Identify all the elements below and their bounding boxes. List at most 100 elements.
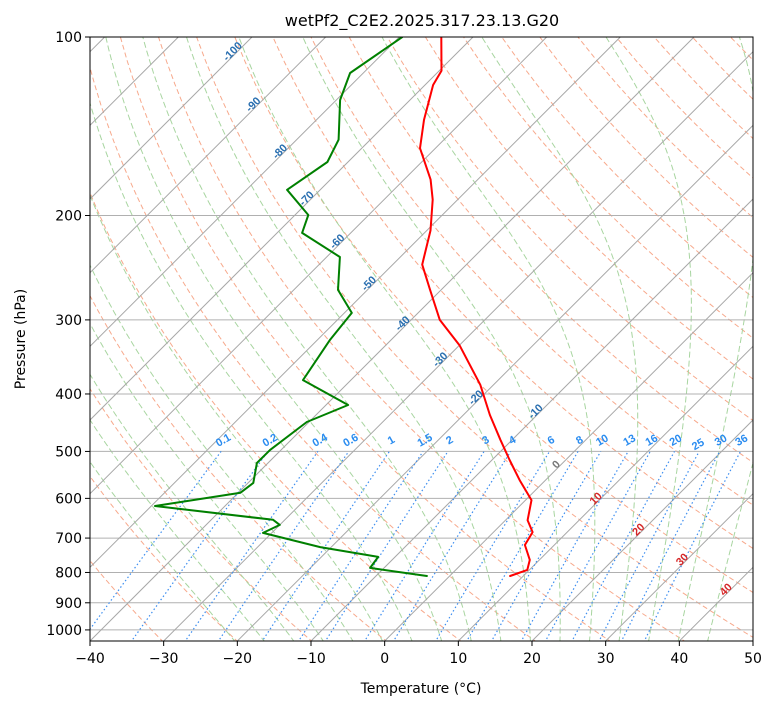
- mixing-ratio-label: 30: [713, 432, 730, 449]
- mixing-ratio-label: 10: [594, 432, 611, 449]
- mixing-ratio-label: 16: [643, 432, 660, 449]
- isotherm: [678, 566, 753, 641]
- dewpoint-line: [154, 37, 428, 577]
- plot-frame: [89, 36, 754, 642]
- mixing-ratio-line: [364, 451, 485, 641]
- dry-adiabat: [90, 559, 164, 641]
- mixing-ratio-line: [571, 451, 676, 641]
- isotherm: [90, 37, 474, 421]
- isotherm-label: -60: [328, 232, 348, 252]
- isotherm: [752, 640, 753, 641]
- x-tick-label: 50: [744, 651, 762, 667]
- mixing-ratio-line: [217, 451, 350, 641]
- x-tick-label: 0: [380, 651, 389, 667]
- dry-adiabat: [90, 294, 387, 641]
- mixing-ratio-label: 13: [621, 432, 638, 449]
- axis-ticks: −40 −30 −20 −10 0 10 20 30 40 5010020030040050060…: [46, 30, 762, 667]
- mixing-ratio-line: [435, 451, 551, 641]
- dry-adiabat: [348, 37, 753, 464]
- mixing-ratio-line: [184, 451, 319, 641]
- dry-adiabat: [424, 37, 753, 380]
- x-tick-label: −10: [296, 651, 326, 667]
- isotherm: [162, 50, 753, 641]
- moist-adiabat: [90, 373, 295, 641]
- moist-adiabat: [605, 37, 692, 641]
- isotherm: [604, 492, 753, 641]
- mixing-ratio-label: 0.1: [214, 432, 233, 450]
- mixing-ratio-line: [90, 451, 222, 631]
- dry-adiabat: [119, 37, 611, 641]
- moist-adiabat: [90, 322, 324, 641]
- y-tick-label: 500: [55, 444, 82, 460]
- mixing-ratio-label: 2: [444, 434, 455, 447]
- dry-adiabat: [386, 37, 753, 422]
- isotherm-label: -10: [526, 402, 546, 422]
- isotherm: [90, 37, 621, 569]
- mixing-ratio-line: [520, 451, 629, 641]
- dry-adiabat: [272, 37, 753, 550]
- y-tick-label: 300: [55, 313, 82, 329]
- mixing-ratio-label: 0.4: [311, 431, 331, 449]
- dry-adiabat: [90, 65, 537, 641]
- moist-adiabat: [677, 37, 753, 641]
- y-tick-label: 800: [55, 565, 82, 581]
- moist-adiabat: [142, 37, 472, 641]
- sounding-curves: [154, 37, 534, 577]
- x-tick-label: 20: [523, 651, 541, 667]
- x-tick-label: −30: [149, 651, 179, 667]
- mixing-ratio-label: 36: [733, 432, 750, 449]
- dry-adiabat: [90, 387, 313, 641]
- isotherm: [531, 419, 753, 641]
- dry-adiabat: [463, 37, 753, 339]
- mixing-ratio-line: [466, 451, 579, 641]
- moist-adiabat: [186, 37, 502, 641]
- y-tick-label: 100: [55, 30, 82, 46]
- moist-adiabat: [238, 37, 531, 641]
- isotherm: [90, 37, 253, 200]
- isotherm-label: -90: [244, 95, 264, 115]
- isotherm-label: -30: [431, 350, 451, 370]
- moist-adiabat: [90, 460, 236, 641]
- mixing-ratio-line: [598, 451, 700, 641]
- mixing-ratio-label: 6: [546, 434, 557, 447]
- isotherm: [310, 198, 753, 641]
- isotherm-label: 30: [674, 551, 691, 568]
- isotherm-label: 10: [588, 490, 605, 507]
- mixing-ratio-line: [298, 451, 424, 641]
- isotherm: [90, 37, 695, 641]
- isotherm-label: 40: [718, 581, 735, 598]
- mixing-ratio-label: 8: [574, 434, 585, 447]
- y-tick-label: 1000: [46, 623, 82, 639]
- dry-adiabat: [653, 37, 753, 140]
- dry-adiabat: [234, 37, 753, 594]
- moist-adiabat: [381, 37, 596, 641]
- mixing-ratio-line: [544, 451, 651, 641]
- plot-area: [90, 37, 753, 641]
- x-tick-label: −20: [223, 651, 253, 667]
- y-axis-label: Pressure (hPa): [13, 289, 29, 389]
- y-tick-label: 700: [55, 531, 82, 547]
- dry-adiabat: [90, 475, 238, 641]
- dry-adiabat: [196, 37, 753, 638]
- mixing-ratio-label: 25: [690, 437, 707, 454]
- moist-adiabat: [90, 264, 354, 641]
- x-tick-label: −40: [75, 651, 105, 667]
- mixing-ratio-label: 0.2: [261, 432, 280, 450]
- isotherm: [90, 37, 548, 495]
- isotherm-label: -40: [393, 314, 413, 334]
- moist-adiabat: [481, 37, 639, 641]
- moist-adiabat: [105, 37, 443, 641]
- chart-title: wetPf2_C2E2.2025.317.23.13.G20: [285, 11, 559, 31]
- moist-adiabat: [302, 37, 561, 641]
- mixing-ratio-label: 1: [386, 434, 397, 447]
- x-tick-label: 30: [597, 651, 615, 667]
- mixing-ratio-line: [261, 451, 390, 641]
- x-tick-label: 40: [670, 651, 688, 667]
- x-tick-label: 10: [449, 651, 467, 667]
- y-tick-label: 900: [55, 596, 82, 612]
- isotherm-label: -80: [270, 142, 290, 162]
- mixing-ratio-line: [392, 451, 512, 641]
- isotherm: [90, 37, 327, 274]
- dry-adiabat: [310, 37, 753, 506]
- moist-adiabat: [90, 418, 265, 641]
